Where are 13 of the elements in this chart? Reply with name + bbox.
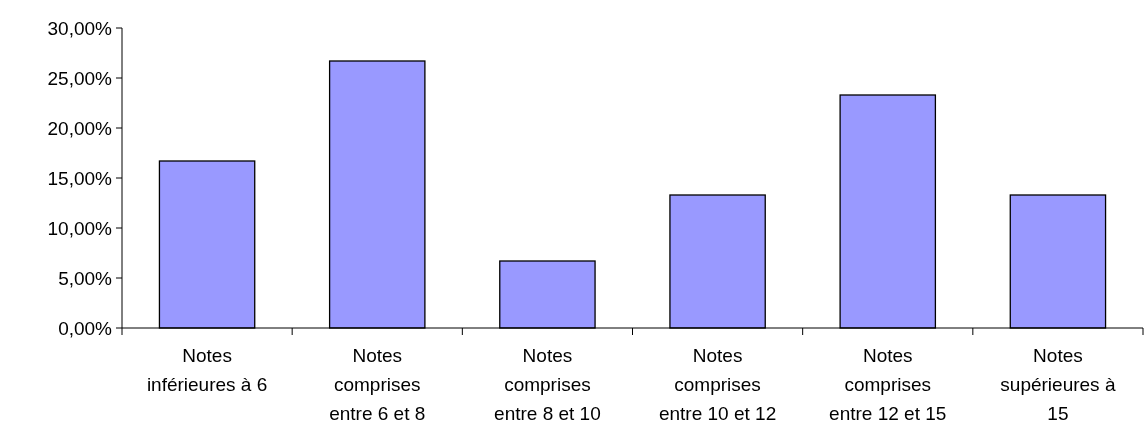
y-tick-label: 15,00% (47, 167, 113, 189)
x-tick-label: Notes comprises entre 10 et 12 (658, 345, 777, 424)
y-tick-label: 25,00% (47, 67, 113, 89)
x-tick-label: Notes supérieures à 15 (1000, 345, 1116, 424)
y-tick-label: 5,00% (58, 267, 113, 289)
y-tick-label: 10,00% (47, 217, 113, 239)
x-tick-label: Notes comprises entre 8 et 10 (494, 345, 601, 424)
x-tick-label: Notes comprises entre 12 et 15 (829, 345, 947, 424)
y-tick-label: 0,00% (58, 317, 113, 339)
y-tick-label: 20,00% (47, 117, 113, 139)
x-tick-label: Notes inférieures à 6 (146, 345, 268, 395)
y-tick-label: 30,00% (47, 17, 113, 39)
x-tick-label: Notes comprises entre 6 et 8 (329, 345, 426, 424)
